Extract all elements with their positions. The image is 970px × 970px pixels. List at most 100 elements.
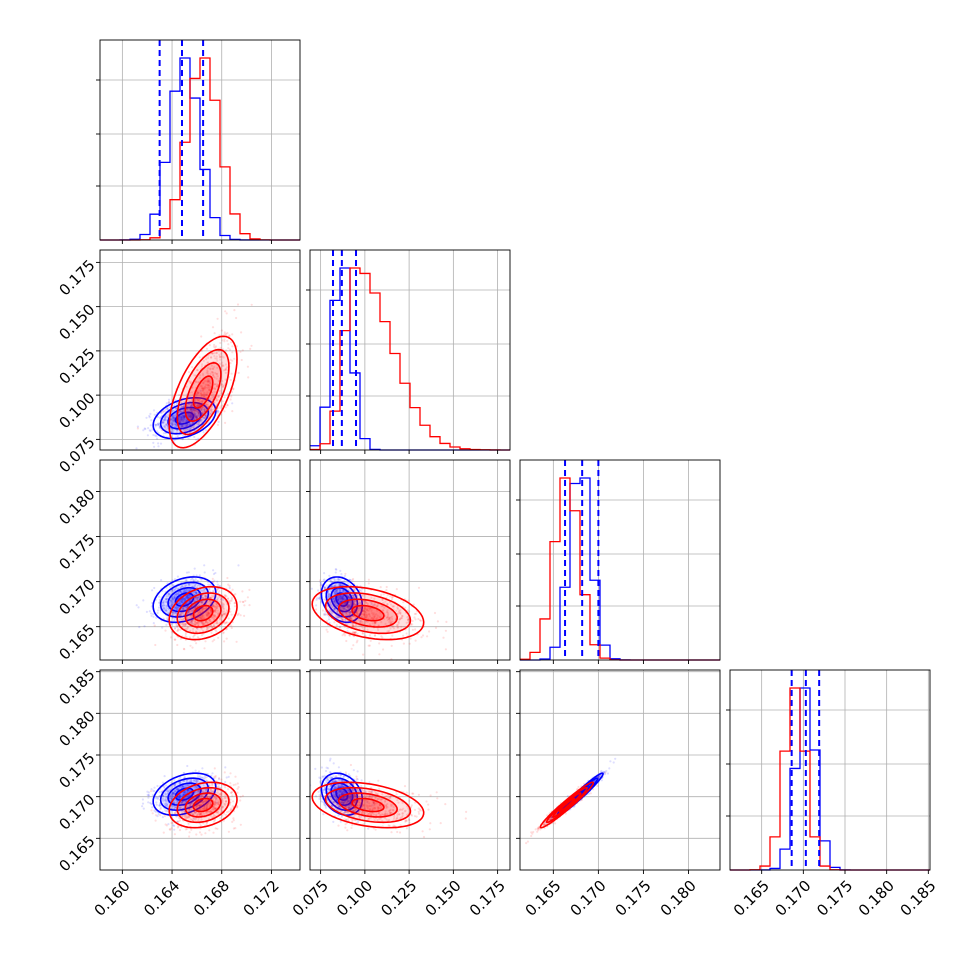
scatter-point — [178, 420, 182, 423]
scatter-point — [382, 609, 385, 612]
scatter-point — [161, 626, 164, 629]
scatter-point — [162, 421, 165, 425]
scatter-point — [186, 597, 189, 600]
scatter-point — [186, 596, 190, 599]
scatter-point — [230, 624, 233, 627]
scatter-point — [179, 415, 182, 418]
scatter-point — [196, 392, 199, 395]
scatter-point — [365, 616, 368, 619]
scatter-point — [188, 583, 191, 586]
scatter-point — [224, 611, 227, 614]
scatter-point — [177, 590, 180, 594]
scatter-point — [390, 644, 393, 648]
scatter-point — [355, 624, 358, 627]
scatter-point — [194, 630, 198, 633]
scatter-point — [186, 423, 189, 426]
scatter-point — [190, 391, 194, 394]
scatter-point — [175, 608, 178, 611]
scatter-point — [409, 623, 412, 627]
scatter-point — [338, 583, 341, 586]
scatter-point — [165, 415, 168, 418]
scatter-point — [204, 594, 207, 597]
scatter-point — [173, 595, 176, 599]
scatter-point — [221, 380, 224, 383]
scatter-point — [178, 420, 181, 423]
scatter-point — [200, 395, 203, 398]
panel-content — [135, 303, 253, 450]
scatter-point — [326, 630, 329, 633]
scatter-point — [201, 601, 204, 604]
scatter-point — [160, 412, 163, 415]
scatter-point — [165, 419, 168, 422]
scatter-point — [150, 612, 153, 615]
scatter-point — [199, 812, 202, 816]
scatter-point — [341, 597, 344, 600]
scatter-point — [162, 831, 165, 834]
contour-line — [337, 598, 399, 628]
scatter-point — [180, 425, 183, 428]
scatter-point — [197, 411, 200, 414]
scatter-point — [154, 819, 157, 822]
scatter-point — [414, 639, 417, 642]
scatter-point — [137, 606, 140, 609]
scatter-point — [143, 427, 146, 430]
scatter-point — [175, 423, 178, 426]
scatter-point — [218, 362, 221, 365]
scatter-point — [406, 616, 409, 619]
scatter-point — [138, 626, 141, 629]
scatter-point — [408, 610, 411, 613]
scatter-point — [189, 408, 192, 411]
scatter-point — [203, 588, 206, 591]
scatter-point — [182, 607, 185, 610]
scatter-point — [341, 618, 344, 621]
scatter-point — [221, 364, 224, 367]
scatter-point — [193, 410, 196, 413]
scatter-point — [180, 591, 183, 594]
scatter-point — [221, 613, 224, 617]
scatter-point — [184, 623, 187, 627]
panel-frame — [99, 459, 301, 661]
scatter-point — [218, 355, 222, 358]
scatter-point — [335, 590, 338, 593]
scatter-point — [338, 588, 341, 591]
scatter-point — [370, 609, 373, 612]
scatter-point — [364, 616, 368, 619]
scatter-point — [226, 597, 229, 601]
scatter-point — [225, 637, 228, 640]
scatter-point — [183, 415, 186, 419]
scatter-point — [323, 572, 326, 575]
scatter-point — [352, 594, 355, 597]
scatter-point — [156, 437, 159, 440]
scatter-point — [224, 371, 227, 374]
scatter-point — [190, 403, 193, 406]
density-fill — [193, 605, 213, 621]
scatter-point — [221, 604, 224, 607]
scatter-point — [184, 584, 187, 588]
scatter-point — [165, 609, 168, 612]
scatter-point — [180, 601, 183, 604]
scatter-point — [170, 602, 173, 605]
scatter-point — [208, 409, 211, 412]
scatter-point — [171, 423, 175, 426]
scatter-point — [204, 595, 207, 598]
scatter-point — [210, 609, 213, 612]
scatter-point — [198, 404, 201, 407]
scatter-point — [173, 420, 176, 423]
scatter-point — [170, 600, 174, 604]
scatter-point — [170, 821, 173, 825]
scatter-point — [374, 634, 377, 637]
scatter-point — [182, 623, 185, 627]
scatter-point — [172, 595, 175, 598]
scatter-point — [186, 429, 189, 432]
scatter-point — [347, 606, 350, 609]
scatter-point — [346, 606, 349, 609]
scatter-point — [170, 599, 173, 602]
scatter-point — [216, 791, 219, 795]
scatter-point — [213, 775, 216, 778]
scatter-point — [208, 389, 211, 392]
scatter-point — [195, 592, 198, 595]
scatter-point — [136, 427, 139, 430]
scatter-point — [170, 421, 173, 424]
scatter-point — [135, 447, 138, 450]
scatter-point — [402, 634, 405, 637]
